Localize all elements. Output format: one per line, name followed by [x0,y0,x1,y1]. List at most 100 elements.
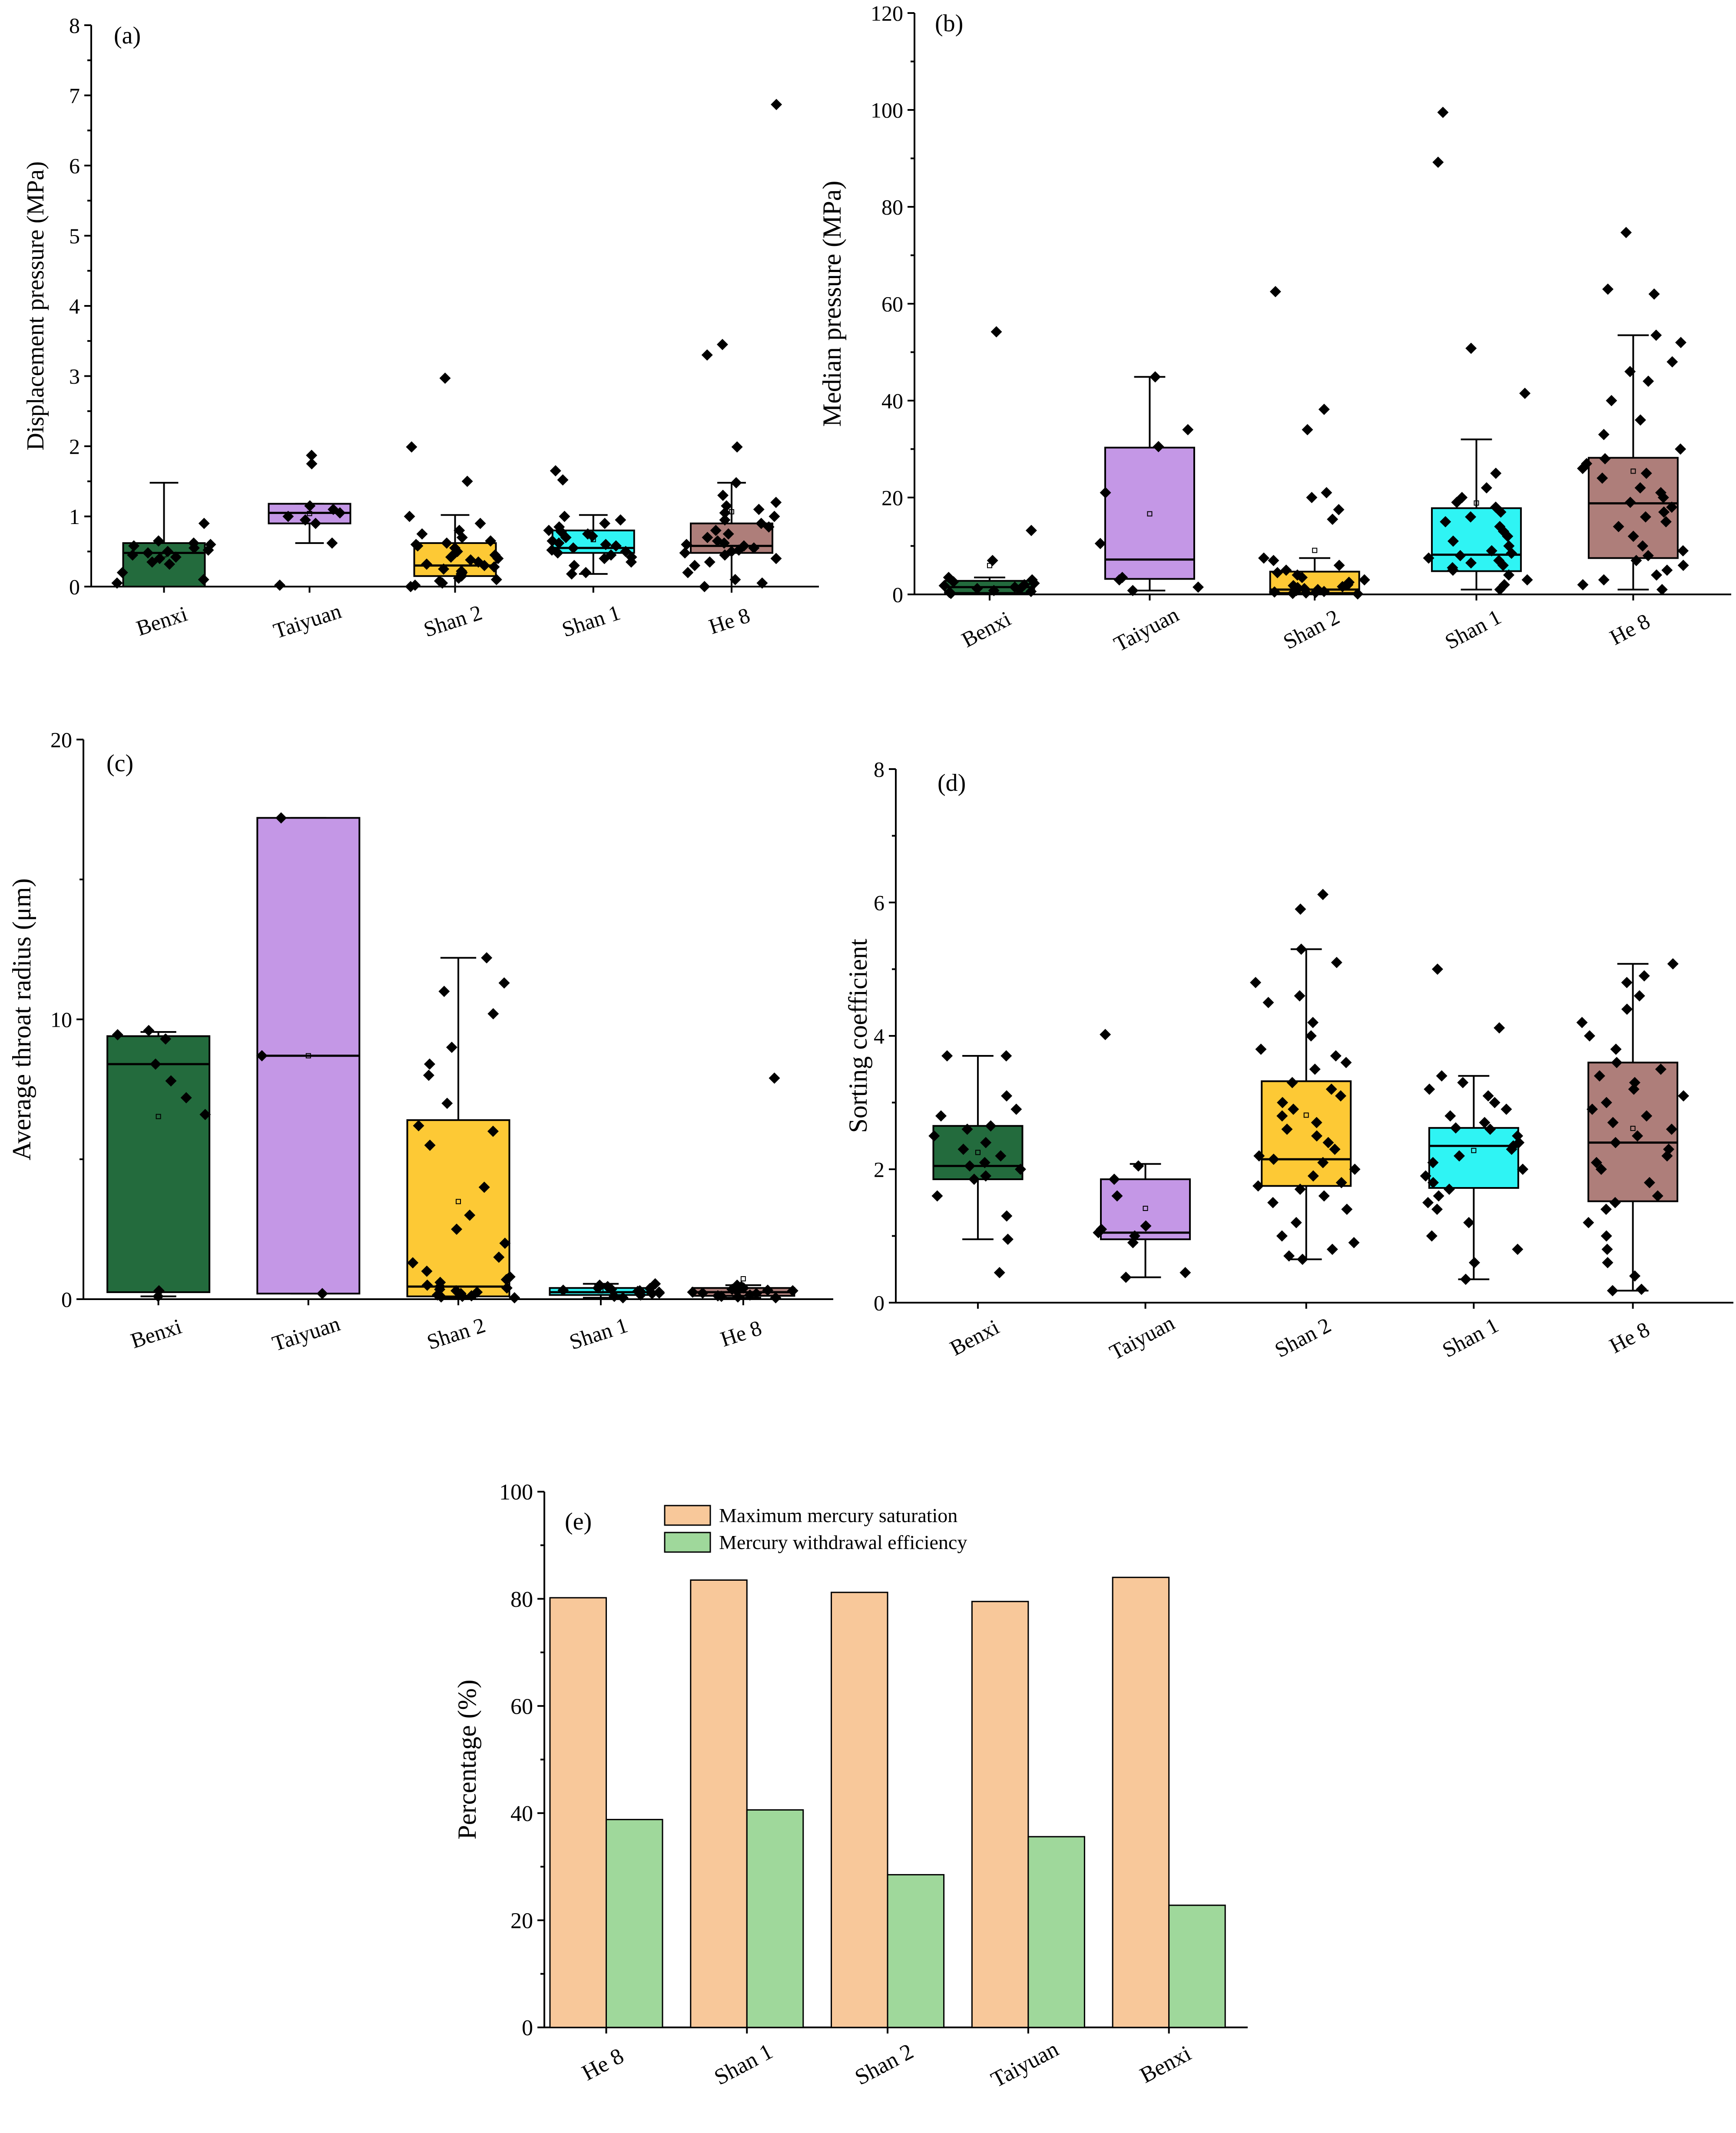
data-point [421,558,433,570]
data-point [407,1257,419,1269]
data-point [481,952,493,964]
data-point [995,1150,1007,1162]
y-tick-label: 6 [874,891,885,915]
data-point [446,1042,457,1053]
data-point [421,1279,433,1291]
box-taiyuan [1104,447,1195,580]
bar-saturation [549,1597,607,2028]
data-point [1331,957,1342,969]
data-point [1294,1184,1306,1195]
data-point [434,575,445,587]
data-point [1512,1130,1524,1142]
data-point [602,1281,613,1293]
data-point [1666,1123,1677,1135]
mean-marker [1630,468,1636,474]
data-point [1633,990,1645,1002]
data-point [1352,588,1364,600]
data-point [1307,1017,1319,1028]
y-tick-label: 20 [510,1909,533,1934]
data-point [730,477,742,488]
panel-label: (a) [114,22,141,49]
data-point [1358,574,1370,586]
data-point [582,528,593,540]
data-point [421,1265,433,1277]
box-shan-2 [406,1119,510,1297]
y-tick-label: 10 [50,1008,72,1032]
y-tick-label: 4 [874,1024,885,1048]
data-point [160,1033,172,1045]
data-point [1150,371,1161,383]
data-point [1613,521,1624,532]
data-point [310,517,321,529]
data-point [1658,506,1670,518]
data-point [1096,1224,1107,1235]
data-point [1667,958,1679,970]
data-point [722,528,734,540]
data-point [553,521,565,533]
data-point [1607,1285,1618,1297]
data-point [1288,580,1299,591]
y-tick-label: 0 [522,2016,533,2040]
box-shan-2 [1261,1080,1352,1187]
y-tick-label: 80 [881,195,903,219]
data-point [729,574,741,585]
data-point [434,1277,446,1288]
data-point [567,542,579,554]
data-point [456,565,467,577]
data-point [605,549,617,561]
y-tick-label: 0 [892,583,903,607]
data-point [274,579,285,591]
mean-marker [729,509,734,514]
data-point [1600,1204,1612,1215]
data-point [1436,1070,1448,1082]
data-point [1255,1043,1267,1055]
data-point [1498,579,1510,590]
data-point [1656,584,1668,595]
data-point [439,372,451,384]
data-point [423,1069,434,1081]
data-point [626,551,637,563]
data-point [546,544,558,556]
bar-withdrawal [1027,1836,1085,2028]
y-tick-label: 2 [69,435,80,459]
panel-label: (b) [935,10,963,37]
data-point [282,511,294,522]
data-point [988,585,1000,597]
data-point [1465,511,1477,523]
data-point [1661,564,1673,576]
panel-label: (c) [106,750,133,777]
data-point [1269,286,1281,298]
data-point [128,540,140,552]
data-point [1010,1103,1022,1115]
data-point [1283,1250,1295,1262]
data-point [1620,227,1632,239]
data-point [701,349,713,361]
mean-marker [975,1150,981,1155]
data-point [1258,552,1270,564]
data-point [716,338,728,350]
data-point [1484,1123,1496,1135]
mean-marker [1471,1148,1477,1153]
data-point [1517,1164,1529,1175]
mean-marker [1303,1112,1309,1118]
data-point [1427,1177,1439,1188]
data-point [1479,1117,1491,1128]
mean-marker [1312,547,1318,553]
y-tick-label: 40 [881,389,903,413]
data-point [1503,569,1514,581]
data-point [487,1125,499,1137]
data-point [1447,562,1458,574]
y-tick-label: 20 [50,728,72,752]
data-point [471,1286,483,1298]
y-tick-label: 8 [69,13,80,38]
data-point [699,581,710,592]
data-point [1521,574,1533,586]
y-tick-label: 100 [499,1480,533,1505]
y-tick-label: 7 [69,83,80,108]
data-point [1440,516,1451,527]
data-point [1294,990,1305,1002]
data-point [406,441,417,453]
data-point [1628,1083,1640,1095]
legend-label: Maximum mercury saturation [719,1504,957,1526]
data-point [1494,1022,1505,1034]
